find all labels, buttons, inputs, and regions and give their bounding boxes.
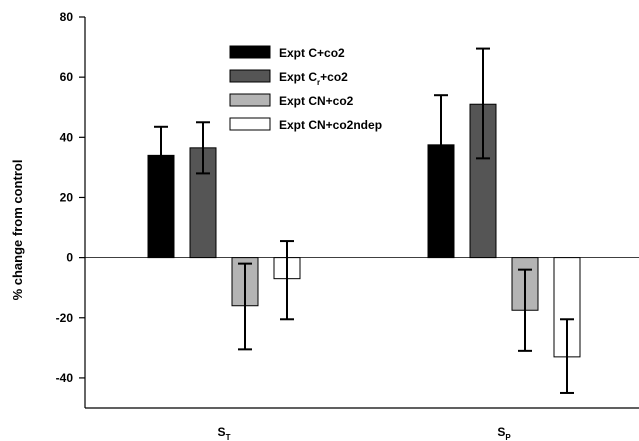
legend-swatch bbox=[229, 69, 271, 83]
y-axis-label: % change from control bbox=[10, 160, 25, 301]
legend-swatch bbox=[229, 93, 271, 107]
y-tick-label: 20 bbox=[60, 190, 74, 204]
bars bbox=[147, 103, 581, 358]
legend-label: Expt CN+co2 bbox=[279, 94, 354, 108]
legend-label: Expt CN+co2ndep bbox=[279, 118, 382, 132]
y-tick-label: -20 bbox=[56, 311, 74, 325]
legend: Expt C+co2 Expt Cr+co2 Expt CN+co2 Expt CN+… bbox=[229, 45, 382, 132]
x-tick-label: ST bbox=[218, 425, 231, 441]
legend-swatch bbox=[229, 117, 271, 131]
y-tick-label: 60 bbox=[60, 70, 74, 84]
legend-swatch bbox=[229, 45, 271, 59]
y-tick-label: 0 bbox=[66, 251, 73, 265]
y-tick-label: -40 bbox=[56, 371, 74, 385]
y-axis: -40 -20 0 20 40 60 80 bbox=[56, 10, 86, 408]
legend-label: Expt C+co2 bbox=[279, 46, 345, 60]
error-bars bbox=[154, 47, 574, 394]
y-tick-label: 40 bbox=[60, 130, 74, 144]
legend-label: Expt Cr+co2 bbox=[279, 70, 348, 87]
x-tick-label: SP bbox=[497, 425, 511, 441]
x-axis: ST SP bbox=[85, 257, 639, 441]
y-tick-label: 80 bbox=[60, 10, 74, 24]
